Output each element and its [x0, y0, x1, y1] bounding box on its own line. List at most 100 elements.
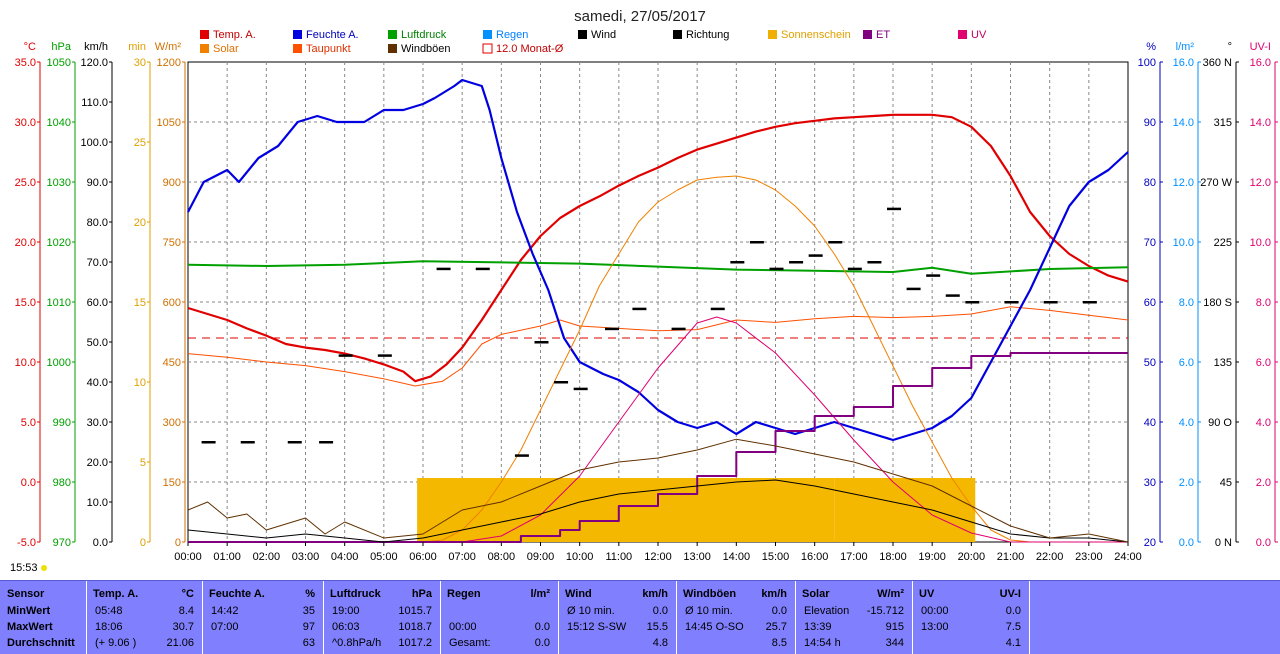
legend-label-1: Feuchte A. — [306, 29, 359, 41]
right-axis-tick-label-2-4: 180 S — [1203, 297, 1232, 309]
right-axis-tick-label-3-4: 8.0 — [1256, 297, 1271, 309]
stats-cell-0-2-b: 21.06 — [166, 637, 194, 649]
series-lines — [187, 78, 1129, 543]
x-tick-label-24: 24:00 — [1114, 551, 1142, 563]
legend-label-9: Solar — [213, 43, 239, 55]
left-axis-tick-label-1-7: 980 — [53, 477, 71, 489]
series-richtung-mark-9 — [534, 341, 549, 344]
right-axis-unit-2: ° — [1228, 41, 1232, 53]
chart-title: samedi, 27/05/2017 — [574, 8, 706, 25]
axes: °C 35.0 30.0 25.0 20.0 15.0 10.0 5.0 0.0 -5.0 hPa 1… — [15, 41, 1278, 549]
series-richtung-mark-7 — [475, 267, 490, 271]
left-axis-tick-label-2-3: 90.0 — [87, 177, 108, 189]
stats-cell-0-1-b: 30.7 — [172, 621, 194, 633]
right-axis-tick-label-3-5: 6.0 — [1256, 357, 1271, 369]
left-axis-tick-label-0-2: 25.0 — [15, 177, 36, 189]
right-axis-tick-label-1-0: 16.0 — [1173, 57, 1194, 69]
series-richtung-mark-15 — [710, 307, 725, 311]
series-richtung-mark-6 — [436, 267, 451, 271]
stats-cell-7-1-a: 13:00 — [921, 621, 949, 633]
stats-cell-5-0-b: 0.0 — [771, 605, 787, 617]
stats-cell-7-1-b: 7.5 — [1005, 621, 1021, 633]
stats-cell-6-2-a: 14:54 h — [804, 637, 841, 649]
left-axis-tick-label-2-8: 40.0 — [87, 377, 108, 389]
stats-label-avg: Durchschnitt — [7, 637, 75, 649]
x-tick-label-5: 05:00 — [370, 551, 398, 563]
right-axis-tick-label-1-2: 12.0 — [1173, 177, 1194, 189]
left-axis-tick-label-2-11: 10.0 — [87, 497, 108, 509]
sunshine-bar-0 — [417, 478, 835, 542]
left-axis-tick-label-3-3: 15 — [134, 297, 146, 309]
left-axis-tick-label-3-6: 0 — [140, 537, 146, 549]
right-axis-tick-label-0-8: 20 — [1144, 537, 1156, 549]
series-richtung-mark-21 — [828, 241, 843, 244]
series-line-taupunkt — [187, 306, 1129, 387]
right-axis-tick-label-1-3: 10.0 — [1173, 237, 1194, 249]
stats-cell-2-0-b: 1015.7 — [398, 605, 432, 617]
left-axis-tick-label-1-8: 970 — [53, 537, 71, 549]
left-axis-tick-label-3-0: 30 — [134, 57, 146, 69]
series-richtung-mark-8 — [514, 454, 529, 457]
legend-label-0: Temp. A. — [213, 29, 256, 41]
left-axis-tick-label-1-3: 1020 — [47, 237, 71, 249]
x-tick-label-20: 20:00 — [958, 551, 986, 563]
right-axis-tick-label-3-7: 2.0 — [1256, 477, 1271, 489]
left-axis-tick-label-4-8: 0 — [175, 537, 181, 549]
legend-label-12: 12.0 Monat-Ø — [496, 43, 564, 55]
stats-col-name-0: Temp. A. — [93, 588, 139, 600]
stats-cell-6-2-b: 344 — [885, 637, 904, 649]
statistics-table: Sensor MinWert MaxWert Durchschnitt Temp… — [0, 580, 1280, 654]
left-axis-tick-label-4-4: 600 — [163, 297, 181, 309]
x-tick-label-16: 16:00 — [801, 551, 829, 563]
right-axis-tick-label-2-7: 45 — [1220, 477, 1232, 489]
right-axis-tick-label-1-5: 6.0 — [1179, 357, 1194, 369]
stats-cell-5-1-b: 25.7 — [765, 621, 787, 633]
legend-swatch-1 — [293, 30, 302, 39]
stats-cell-4-2-b: 4.8 — [652, 637, 668, 649]
series-line-windb-en — [187, 438, 1129, 543]
legend-label-7: ET — [876, 29, 890, 41]
right-axis-tick-label-1-1: 14.0 — [1173, 117, 1194, 129]
right-axis-tick-label-2-0: 360 N — [1203, 57, 1232, 69]
right-axis-tick-label-0-2: 80 — [1144, 177, 1156, 189]
x-axis-ticks: 00:00 01:00 02:00 03:00 04:00 05:00 06:00 07:00… — [174, 542, 1142, 563]
x-tick-label-23: 23:00 — [1075, 551, 1103, 563]
series-richtung-mark-18 — [769, 267, 784, 271]
stats-col-name-7: UV — [919, 588, 935, 600]
right-axis-tick-label-2-2: 270 W — [1200, 177, 1232, 189]
stats-col-name-5: Windböen — [683, 588, 737, 600]
x-tick-label-3: 03:00 — [292, 551, 320, 563]
stats-column-7: UV UV-I 00:00 0.0 13:00 7.5 4.1 — [913, 581, 1030, 654]
left-axis-unit-3: min — [128, 41, 146, 53]
legend-swatch-2 — [388, 30, 397, 39]
series-richtung-mark-26 — [926, 274, 941, 277]
stats-cell-4-0-b: 0.0 — [652, 605, 668, 617]
stats-cell-5-0-a: Ø 10 min. — [685, 605, 733, 617]
stats-col-unit-7: UV-I — [999, 588, 1021, 600]
stats-cell-2-1-b: 1018.7 — [398, 621, 432, 633]
right-axis-tick-label-0-1: 90 — [1144, 117, 1156, 129]
stats-cell-4-1-b: 15.5 — [646, 621, 668, 633]
stats-cell-0-0-a: 05:48 — [95, 605, 123, 617]
current-time: 15:53 — [10, 562, 38, 574]
series-line-feuchte-a — [187, 78, 1129, 442]
stats-cell-7-0-a: 00:00 — [921, 605, 949, 617]
stats-cell-1-0-b: 35 — [302, 605, 315, 617]
stats-col-name-2: Luftdruck — [330, 588, 381, 600]
x-tick-label-17: 17:00 — [840, 551, 868, 563]
right-axis-tick-label-3-0: 16.0 — [1250, 57, 1271, 69]
sunshine-bar-1 — [834, 478, 976, 542]
stats-label-max: MaxWert — [7, 621, 53, 633]
stats-column-4: Wind km/h Ø 10 min. 0.0 15:12 S-SW 15.5 4.8 — [559, 581, 677, 654]
stats-cell-6-1-b: 915 — [885, 621, 904, 633]
stats-cell-1-2-b: 63 — [302, 637, 315, 649]
stats-cell-2-0-a: 19:00 — [332, 605, 360, 617]
left-axis-tick-label-2-12: 0.0 — [93, 537, 108, 549]
right-axis-tick-label-3-2: 12.0 — [1250, 177, 1271, 189]
x-tick-label-12: 12:00 — [644, 551, 672, 563]
right-axis-unit-0: % — [1146, 41, 1156, 53]
legend-swatch-9 — [200, 44, 209, 53]
right-axis-tick-label-2-1: 315 — [1214, 117, 1232, 129]
left-axis-tick-label-2-2: 100.0 — [80, 137, 108, 149]
stats-col-name-3: Regen — [447, 588, 481, 600]
